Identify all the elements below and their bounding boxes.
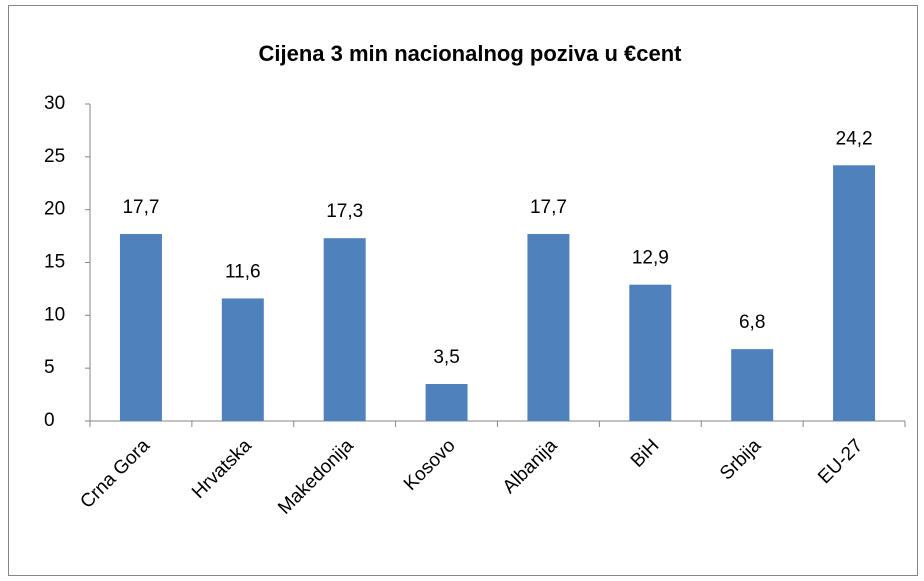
data-label: 17,7 [530,197,567,218]
y-tick-label: 30 [44,93,65,114]
y-tick-label: 0 [44,410,55,431]
data-label: 6,8 [739,312,765,333]
bar [833,165,876,421]
bar [323,238,366,421]
bar [527,233,570,421]
chart-title: Cijena 3 min nacionalnog poziva u €cent [259,41,683,66]
bar [629,284,672,421]
data-label: 12,9 [632,248,669,269]
bar [221,298,264,421]
data-label: 3,5 [433,347,459,368]
bar [425,384,468,421]
y-tick-label: 15 [44,252,65,273]
bar [731,349,774,421]
y-tick-label: 20 [44,199,65,220]
data-label: 11,6 [225,261,261,282]
data-label: 17,3 [326,201,363,222]
bar [119,233,162,421]
data-label: 17,7 [122,197,159,218]
y-tick-label: 25 [44,146,65,167]
y-tick-label: 5 [44,357,55,378]
data-label: 24,2 [836,128,873,149]
y-tick-label: 10 [44,304,65,325]
